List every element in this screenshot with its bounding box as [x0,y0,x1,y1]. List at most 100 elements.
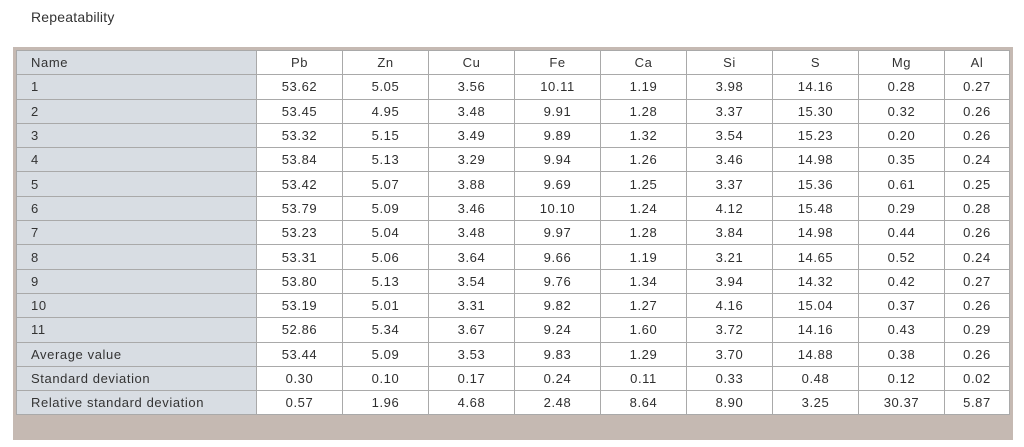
cell-cu: 3.64 [428,244,515,270]
cell-zn: 5.09 [342,195,429,222]
cell-fe: 9.94 [514,147,601,173]
cell-pb: 52.86 [256,317,343,343]
cell-si: 3.98 [686,74,773,100]
table-row: 6 53.79 5.09 3.46 10.10 1.24 4.12 15.48 0.29 0.28 [16,195,1010,222]
cell-ca: 1.25 [600,171,687,197]
cell-mg: 0.61 [858,171,945,197]
cell-cu: 3.56 [428,74,515,100]
cell-zn: 5.04 [342,220,429,246]
cell-fe: 2.48 [514,390,601,416]
cell-al: 0.26 [944,292,1010,319]
cell-fe: 9.91 [514,98,601,124]
cell-mg: 0.28 [858,74,945,100]
row-label: Relative standard deviation [16,390,257,416]
cell-si: 3.54 [686,122,773,149]
column-header-ca: Ca [600,49,687,76]
row-label: 11 [16,317,257,343]
table-row: Relative standard deviation 0.57 1.96 4.68 2… [16,390,1010,416]
cell-fe: 9.89 [514,122,601,149]
cell-mg: 0.52 [858,244,945,270]
cell-s: 15.36 [772,171,859,197]
cell-s: 14.98 [772,147,859,173]
table-row: 2 53.45 4.95 3.48 9.91 1.28 3.37 15.30 0.32 0.26 [16,98,1010,124]
cell-zn: 0.10 [342,365,429,392]
row-label: 5 [16,171,257,197]
cell-al: 0.25 [944,171,1010,197]
repeatability-table: Name Pb Zn Cu Fe Ca Si S Mg Al 1 53.62 5.05 3.56 10.11… [16,49,1010,416]
cell-fe: 10.10 [514,195,601,222]
cell-pb: 53.44 [256,341,343,367]
row-label: 6 [16,195,257,222]
cell-mg: 0.12 [858,365,945,392]
cell-pb: 53.80 [256,268,343,294]
cell-s: 15.30 [772,98,859,124]
cell-si: 3.46 [686,147,773,173]
cell-al: 0.28 [944,195,1010,222]
table-row: 1 53.62 5.05 3.56 10.11 1.19 3.98 14.16 0.28 0.27 [16,74,1010,100]
table-frame: Name Pb Zn Cu Fe Ca Si S Mg Al 1 53.62 5.05 3.56 10.11… [13,47,1013,440]
cell-fe: 9.82 [514,292,601,319]
table-row: 4 53.84 5.13 3.29 9.94 1.26 3.46 14.98 0.35 0.24 [16,147,1010,173]
cell-mg: 0.37 [858,292,945,319]
cell-cu: 3.29 [428,147,515,173]
cell-zn: 5.01 [342,292,429,319]
cell-mg: 0.43 [858,317,945,343]
cell-zn: 5.34 [342,317,429,343]
cell-ca: 0.11 [600,365,687,392]
table-row: 3 53.32 5.15 3.49 9.89 1.32 3.54 15.23 0.20 0.26 [16,122,1010,149]
table-row: Standard deviation 0.30 0.10 0.17 0.24 0.11 0.… [16,365,1010,392]
column-header-s: S [772,49,859,76]
cell-fe: 9.76 [514,268,601,294]
cell-fe: 9.83 [514,341,601,367]
cell-fe: 9.24 [514,317,601,343]
cell-mg: 0.42 [858,268,945,294]
cell-al: 5.87 [944,390,1010,416]
cell-si: 3.94 [686,268,773,294]
cell-cu: 3.67 [428,317,515,343]
cell-zn: 5.13 [342,268,429,294]
cell-si: 4.12 [686,195,773,222]
column-header-al: Al [944,49,1010,76]
row-label: 10 [16,292,257,319]
cell-mg: 30.37 [858,390,945,416]
cell-zn: 5.07 [342,171,429,197]
column-header-mg: Mg [858,49,945,76]
column-header-fe: Fe [514,49,601,76]
table-row: 9 53.80 5.13 3.54 9.76 1.34 3.94 14.32 0.42 0.27 [16,268,1010,294]
cell-ca: 1.24 [600,195,687,222]
cell-cu: 3.46 [428,195,515,222]
cell-al: 0.27 [944,268,1010,294]
cell-si: 0.33 [686,365,773,392]
cell-al: 0.24 [944,244,1010,270]
cell-s: 0.48 [772,365,859,392]
cell-mg: 0.29 [858,195,945,222]
cell-si: 3.37 [686,171,773,197]
cell-s: 15.23 [772,122,859,149]
cell-ca: 1.19 [600,244,687,270]
table-row: 5 53.42 5.07 3.88 9.69 1.25 3.37 15.36 0.61 0.25 [16,171,1010,197]
cell-zn: 1.96 [342,390,429,416]
cell-mg: 0.38 [858,341,945,367]
cell-s: 14.32 [772,268,859,294]
row-label: 7 [16,220,257,246]
cell-fe: 9.97 [514,220,601,246]
cell-cu: 3.31 [428,292,515,319]
cell-ca: 8.64 [600,390,687,416]
cell-zn: 5.09 [342,341,429,367]
cell-fe: 9.69 [514,171,601,197]
cell-pb: 0.30 [256,365,343,392]
cell-cu: 3.48 [428,98,515,124]
cell-s: 14.16 [772,317,859,343]
cell-al: 0.24 [944,147,1010,173]
cell-mg: 0.44 [858,220,945,246]
cell-zn: 4.95 [342,98,429,124]
cell-pb: 53.45 [256,98,343,124]
column-header-pb: Pb [256,49,343,76]
cell-al: 0.02 [944,365,1010,392]
cell-al: 0.26 [944,341,1010,367]
cell-si: 3.21 [686,244,773,270]
cell-pb: 53.32 [256,122,343,149]
cell-pb: 53.19 [256,292,343,319]
cell-si: 8.90 [686,390,773,416]
page-title: Repeatability [31,9,115,25]
